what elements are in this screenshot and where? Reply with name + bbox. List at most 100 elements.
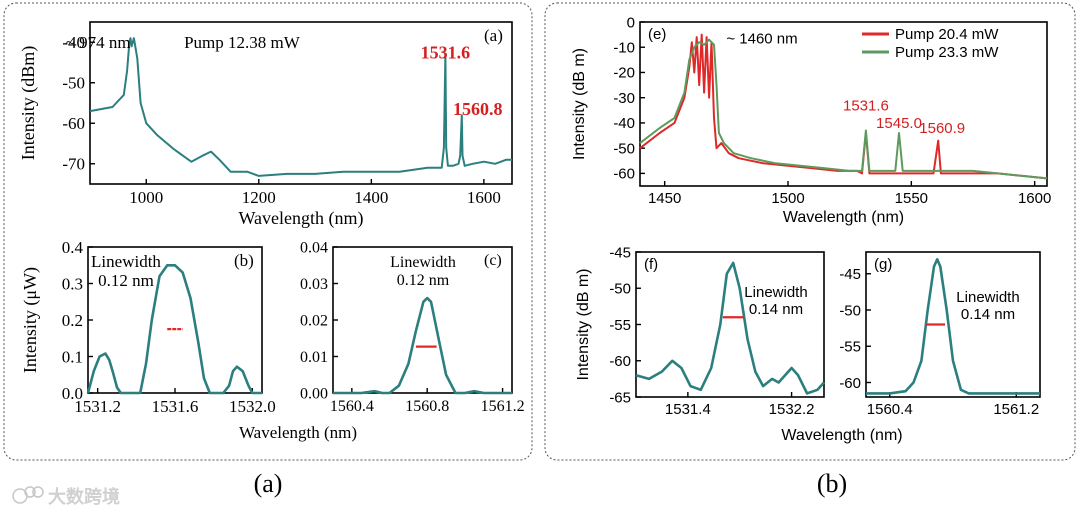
y-tick-label-b: 0.0: [62, 384, 83, 403]
linewidth-label-f: Linewidth: [744, 284, 807, 301]
chart-b: 1531.2 1531.6 1532.0 0.0 0.1 0.2 0.3 0.4 (b) Line…: [20, 238, 276, 416]
watermark: 大数跨境: [12, 486, 120, 507]
panel-label-a: (a): [484, 26, 503, 45]
y-tick-label-g: -55: [839, 339, 861, 356]
panel-label-g: (g): [874, 256, 892, 273]
y-tick-label-e: 0: [627, 14, 635, 31]
y-tick-label-e: -10: [613, 39, 635, 56]
chart-g: 1560.4 1561.2 -45 -50 -55 -60 (g) Linewidth0.14…: [839, 251, 1041, 418]
y-tick-label-g: -60: [839, 375, 861, 392]
y-tick-label-c: 0.02: [300, 313, 328, 330]
series-line-g: [866, 257, 1040, 395]
series-line-c: [333, 296, 512, 395]
x-tick-label-c: 1560.8: [405, 398, 449, 415]
plot-frame-e: [639, 21, 1048, 187]
y-tick-label-b: 0.4: [62, 238, 84, 257]
x-tick-label-e: 1550: [895, 190, 928, 207]
chart-e: 1450 1500 1550 1600 0 -10 -20 -30 -40 -50 -60 (e) ~ …: [571, 14, 1051, 226]
chart-f: 1531.4 1532.2 -45 -50 -55 -60 -65 (f) Linewidth0…: [575, 244, 825, 418]
y-tick-label-f: -45: [609, 244, 631, 261]
y-tick-label-a: -60: [62, 114, 85, 133]
x-tick-label-f: 1531.4: [665, 401, 711, 418]
y-axis-label-a: Intensity (dBm): [18, 46, 39, 161]
series-line-f: [635, 261, 825, 395]
y-tick-label-c: 0.01: [300, 349, 328, 366]
y-tick-label-b: 0.1: [62, 347, 83, 366]
x-tick-label-c: 1560.4: [330, 398, 374, 415]
annotation-e: 1545.0: [876, 115, 922, 132]
series-line-e: [639, 33, 1048, 180]
y-tick-label-b: 0.2: [62, 311, 83, 330]
x-tick-label-b: 1532.0: [229, 397, 276, 416]
y-tick-label-c: 0.03: [300, 276, 328, 293]
annotation-e: 1531.6: [843, 97, 889, 114]
charts-layer: 1000 1200 1400 1600 -40 -50 -60 -70 (a) ~ 974 nm P…: [18, 14, 1051, 444]
y-tick-label-b: 0.3: [62, 274, 83, 293]
x-axis-label-c: Wavelength (nm): [239, 423, 357, 442]
y-tick-label-a: -70: [62, 155, 85, 174]
linewidth-label-g: Linewidth: [956, 289, 1019, 306]
y-tick-label-f: -65: [609, 389, 631, 406]
annotation-a: Pump 12.38 mW: [184, 33, 301, 52]
annotation-a: ~ 974 nm: [66, 33, 131, 52]
series-line-b: [86, 263, 262, 395]
frame-left: [3, 2, 533, 461]
legend-label-e: Pump 20.4 mW: [895, 26, 999, 43]
caption-a: (a): [254, 469, 283, 498]
panel-label-c: (c): [484, 252, 502, 269]
plot-frame-g: [865, 251, 1041, 398]
x-axis-label-e: Wavelength (nm): [783, 209, 904, 226]
linewidth-label-c: Linewidth: [390, 254, 456, 271]
annotation-a: 1560.8: [453, 99, 503, 119]
y-tick-label-e: -40: [613, 115, 635, 132]
x-axis-label-a: Wavelength (nm): [238, 208, 363, 229]
linewidth-label-f: 0.14 nm: [749, 301, 803, 318]
linewidth-label-b: Linewidth: [91, 252, 161, 271]
x-axis-label-fg: Wavelength (nm): [781, 427, 902, 444]
y-axis-label-e: Intensity (dB m): [571, 48, 588, 160]
y-tick-label-e: -30: [613, 90, 635, 107]
y-tick-label-e: -50: [613, 140, 635, 157]
panel-label-b: (b): [234, 251, 254, 270]
annotation-e: 1560.9: [919, 120, 965, 137]
linewidth-label-b: 0.12 nm: [98, 271, 154, 290]
caption-b: (b): [817, 469, 847, 498]
linewidth-label-g: 0.14 nm: [961, 306, 1015, 323]
x-tick-label-e: 1600: [1018, 190, 1051, 207]
chart-c: 1560.4 1560.8 1561.2 0.00 0.01 0.02 0.03 0.04 (c…: [239, 240, 525, 442]
chart-a: 1000 1200 1400 1600 -40 -50 -60 -70 (a) ~ 974 nm P…: [18, 21, 513, 229]
x-tick-label-b: 1531.2: [74, 397, 121, 416]
legend-label-e: Pump 23.3 mW: [895, 44, 999, 61]
y-axis-label-b: Intensity (μW): [20, 267, 41, 373]
x-tick-label-a: 1000: [129, 188, 163, 207]
watermark-text: 大数跨境: [48, 486, 120, 507]
y-tick-label-f: -55: [609, 317, 631, 334]
panel-label-f: (f): [644, 256, 658, 273]
y-axis-label-f: Intensity (dB m): [575, 268, 592, 380]
x-tick-label-g: 1560.4: [867, 401, 913, 418]
x-tick-label-c: 1561.2: [481, 398, 525, 415]
panel-label-e: (e): [648, 26, 666, 43]
y-tick-label-g: -45: [839, 266, 861, 283]
y-tick-label-c: 0.00: [300, 386, 328, 403]
y-tick-label-c: 0.04: [300, 240, 328, 257]
x-tick-label-f: 1532.2: [769, 401, 815, 418]
annotation-a: 1531.6: [421, 42, 471, 62]
series-line-a: [89, 37, 512, 177]
y-tick-label-e: -60: [613, 166, 635, 183]
y-tick-label-e: -20: [613, 65, 635, 82]
annotation-e: ~ 1460 nm: [726, 31, 797, 48]
series-line-e: [639, 38, 1048, 180]
plot-frame-a: [89, 21, 513, 185]
y-tick-label-f: -50: [609, 281, 631, 298]
y-tick-label-g: -50: [839, 302, 861, 319]
y-tick-label-f: -60: [609, 353, 631, 370]
x-tick-label-g: 1561.2: [993, 401, 1039, 418]
x-tick-label-e: 1500: [771, 190, 804, 207]
x-tick-label-a: 1400: [354, 188, 388, 207]
x-tick-label-a: 1200: [242, 188, 276, 207]
x-tick-label-e: 1450: [648, 190, 681, 207]
frame-right: [544, 2, 1076, 461]
x-tick-label-a: 1600: [467, 188, 501, 207]
